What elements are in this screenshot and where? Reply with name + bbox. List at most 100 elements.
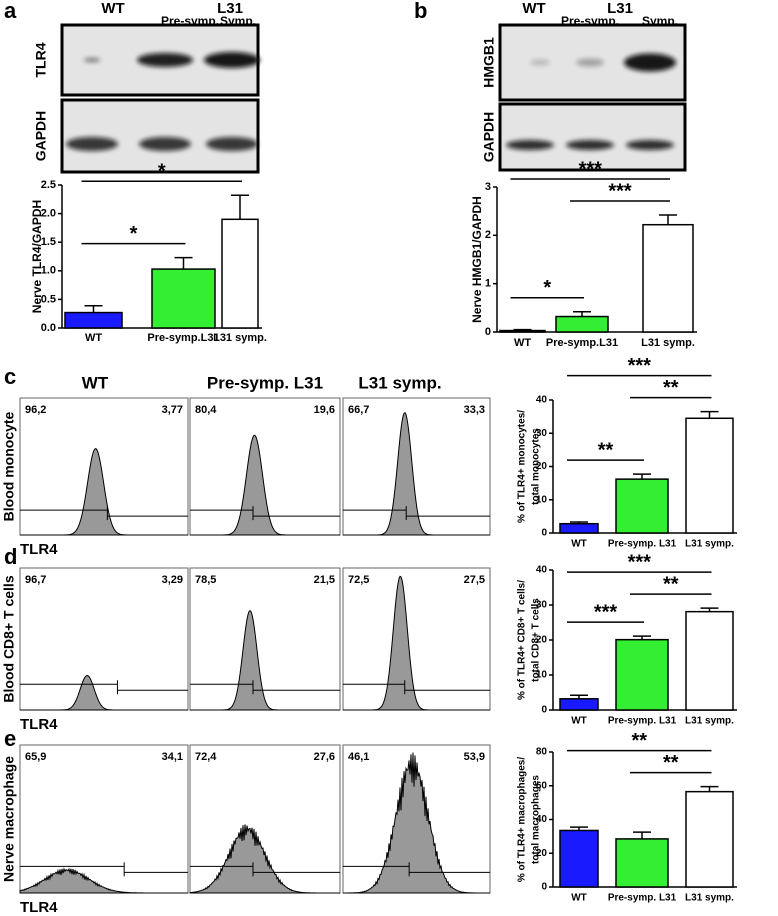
gate-percent: 3,29 — [162, 574, 183, 586]
blot-frame — [60, 98, 260, 174]
y-tick-label: 3 — [485, 181, 491, 193]
flow-column-title: Pre-symp. L31 — [207, 373, 323, 392]
y-tick-label: 0 — [541, 882, 547, 893]
significance-label: *** — [628, 355, 652, 377]
flow-x-label: TLR4 — [20, 541, 58, 558]
blot-band — [206, 137, 258, 151]
lane-label: WT — [522, 0, 545, 17]
y-tick-label: 60 — [536, 780, 548, 791]
gate-percent: 27,6 — [314, 751, 335, 763]
flow-histogram — [189, 824, 340, 894]
bar — [685, 417, 734, 534]
blot-band — [624, 53, 676, 72]
blot-row-label: GAPDH — [481, 112, 497, 163]
y-tick-label: 2 — [485, 229, 491, 241]
flow-column-title: WT — [82, 373, 109, 392]
gate-percent: 21,5 — [314, 574, 335, 586]
gate-percent: 46,1 — [348, 751, 369, 763]
flow-panel — [19, 567, 189, 711]
panel-letter: e — [4, 726, 16, 751]
y-tick-label: 1.0 — [41, 265, 56, 277]
bar — [151, 268, 216, 329]
y-tick-label: 1 — [485, 278, 491, 290]
x-tick-label: Pre-symp.L31 — [546, 337, 618, 349]
gate-percent: 19,6 — [314, 404, 335, 416]
bar — [615, 838, 669, 888]
blot-row-label: TLR4 — [33, 42, 49, 77]
bar — [559, 829, 599, 888]
y-tick-label: 20 — [536, 848, 548, 859]
flow-histogram — [20, 674, 188, 711]
y-tick-label: 40 — [536, 395, 548, 406]
gate-percent: 96,7 — [25, 574, 46, 586]
flow-x-label: TLR4 — [20, 716, 58, 733]
y-tick-label: 40 — [536, 814, 548, 825]
gate-percent: 72,4 — [195, 751, 217, 763]
y-tick-label: 0.0 — [41, 322, 56, 334]
flow-histogram — [19, 867, 188, 894]
lane-label: L31 — [217, 0, 243, 17]
flow-histogram — [343, 411, 490, 536]
x-tick-label: L31 symp. — [213, 332, 267, 344]
gate-percent: 66,7 — [348, 404, 369, 416]
flow-row-label: Blood CD8+ T cells — [1, 575, 17, 702]
panel-letter: d — [4, 544, 17, 569]
gate-percent: 3,77 — [162, 404, 183, 416]
x-tick-label: Pre-symp. L31 — [608, 716, 677, 727]
y-tick-label: 40 — [536, 565, 548, 576]
blot-band — [139, 137, 191, 151]
y-axis-label: total monocytes — [531, 428, 542, 505]
y-axis-label: % of TLR4+ macrophages/ — [517, 757, 528, 883]
y-axis-label: % of TLR4+ monocytes/ — [517, 410, 528, 523]
x-tick-label: L31 symp. — [641, 337, 695, 349]
flow-panel — [189, 567, 341, 711]
blot-band — [576, 58, 604, 67]
y-tick-label: 0 — [485, 326, 491, 338]
bar — [642, 223, 694, 333]
flow-row-label: Nerve macrophage — [1, 756, 17, 882]
x-tick-label: WT — [571, 716, 587, 727]
y-axis-label: % of TLR4+ CD8+ T cells/ — [517, 580, 528, 700]
x-tick-label: WT — [571, 893, 587, 904]
x-tick-label: Pre-symp. L31 — [608, 539, 677, 550]
bar — [221, 218, 259, 329]
flow-histogram — [343, 575, 490, 711]
blot-band — [204, 52, 260, 68]
y-tick-label: 2.0 — [41, 208, 56, 220]
significance-label: * — [130, 223, 138, 245]
gate-percent: 72,5 — [348, 574, 369, 586]
significance-label: *** — [608, 180, 632, 202]
blot-band — [506, 140, 554, 150]
y-tick-label: 20 — [536, 461, 548, 472]
gate-percent: 53,9 — [464, 751, 485, 763]
flow-histogram — [190, 609, 340, 711]
gate-percent: 27,5 — [464, 574, 485, 586]
lane-label: L31 — [607, 0, 633, 17]
y-axis-label: Nerve TLR4/GAPDH — [30, 200, 44, 313]
bar — [685, 790, 734, 888]
x-tick-label: L31 symp. — [685, 893, 734, 904]
significance-label: *** — [579, 158, 603, 180]
significance-label: *** — [594, 601, 618, 623]
significance-label: * — [158, 161, 166, 183]
y-tick-label: 0.5 — [41, 293, 56, 305]
significance-label: ** — [663, 573, 679, 595]
y-tick-label: 30 — [536, 600, 548, 611]
flow-histogram — [190, 434, 340, 536]
y-tick-label: 80 — [536, 747, 548, 758]
blot-band — [530, 59, 550, 66]
bar — [499, 329, 546, 333]
flow-histogram — [20, 448, 188, 536]
y-tick-label: 0 — [541, 705, 547, 716]
significance-label: ** — [598, 439, 614, 461]
y-tick-label: 30 — [536, 428, 548, 439]
gate-percent: 65,9 — [25, 751, 46, 763]
blot-row-label: HMGB1 — [481, 37, 497, 88]
gate-percent: 34,1 — [162, 751, 183, 763]
blot-band — [84, 58, 100, 62]
flow-row-label: Blood monocyte — [1, 411, 17, 521]
flow-column-title: L31 symp. — [358, 373, 441, 392]
bar — [559, 522, 599, 534]
flow-panel — [19, 744, 189, 894]
